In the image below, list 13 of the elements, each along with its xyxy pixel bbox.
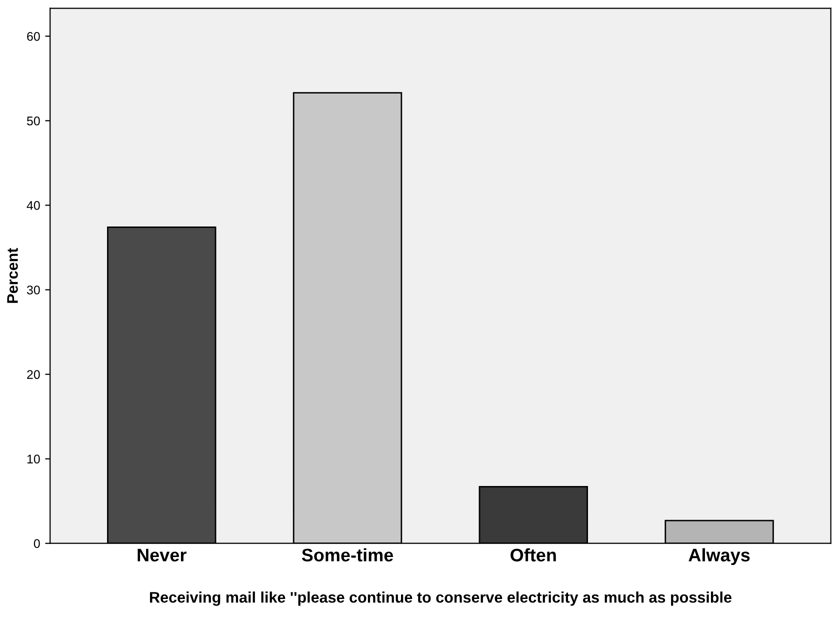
y-tick-label: 60: [27, 32, 40, 41]
y-tick-label: 10: [27, 454, 40, 464]
y-tick-label: 20: [27, 370, 40, 379]
y-tick-label: 30: [26, 286, 40, 294]
y-tick-label: 0: [34, 539, 40, 548]
x-axis-title: Receiving mail like ''please continue to conserve electricity as much as possible: [150, 592, 732, 606]
x-tick-label: Some-time: [302, 548, 394, 562]
x-tick-label: Often: [510, 548, 556, 562]
y-tick-label: 40: [26, 201, 40, 210]
y-tick-label: 50: [26, 116, 40, 126]
x-tick-label: Always: [688, 548, 750, 566]
y-axis-title: Percent: [7, 248, 18, 303]
x-tick-label: Never: [138, 548, 186, 562]
